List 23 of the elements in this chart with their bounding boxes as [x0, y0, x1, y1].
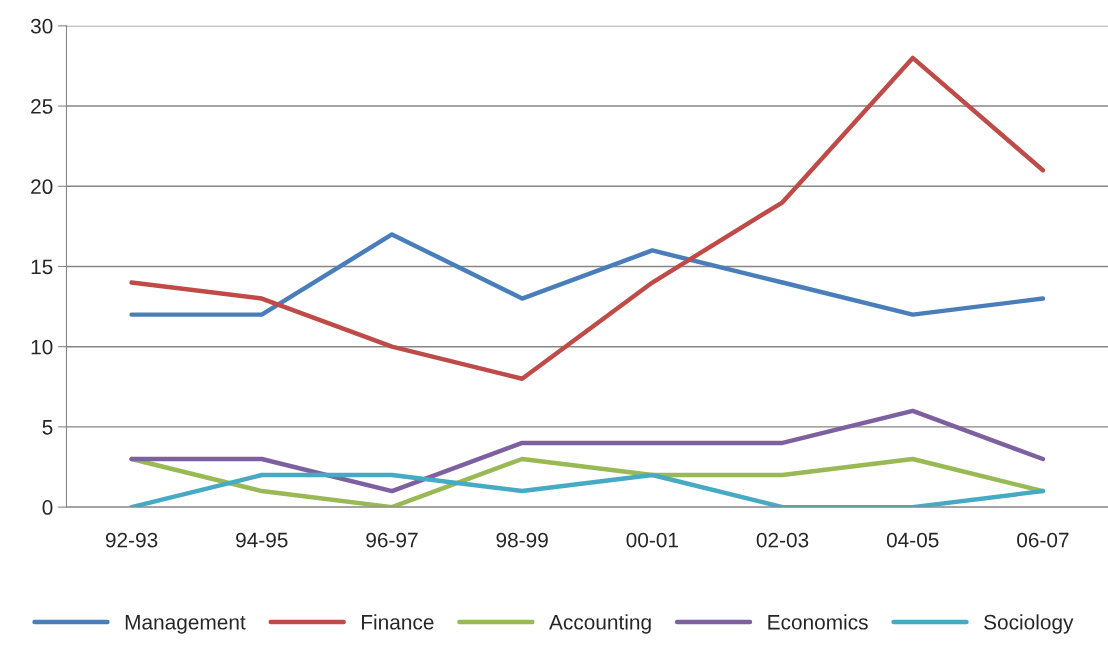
- y-tick-label: 30: [30, 18, 53, 34]
- x-tick-label: 96-97: [366, 532, 418, 548]
- line-series: [129, 232, 1046, 317]
- x-tick-label: 02-03: [756, 532, 809, 548]
- x-tick-label: 94-95: [236, 532, 288, 548]
- legend-label: Accounting: [549, 614, 651, 634]
- legend-label: Economics: [768, 614, 868, 630]
- legend-label: Finance: [362, 614, 434, 630]
- legend-label: Sociology: [984, 614, 1074, 634]
- x-tick-label: 98-99: [496, 532, 548, 548]
- line-series: [129, 408, 1046, 494]
- legend-label: Management: [125, 615, 246, 634]
- line-series: [129, 55, 1046, 381]
- x-tick-label: 00-01: [626, 532, 678, 548]
- x-tick-label: 06-07: [1017, 532, 1069, 548]
- y-tick-label: 0: [42, 500, 53, 515]
- y-tick-label: 5: [42, 420, 53, 435]
- y-tick-label: 15: [31, 259, 53, 275]
- y-tick-label: 25: [31, 99, 53, 114]
- x-tick-label: 92-93: [105, 532, 158, 548]
- y-tick-label: 10: [31, 339, 53, 355]
- y-tick-label: 20: [31, 179, 53, 195]
- x-tick-label: 04-05: [886, 532, 939, 548]
